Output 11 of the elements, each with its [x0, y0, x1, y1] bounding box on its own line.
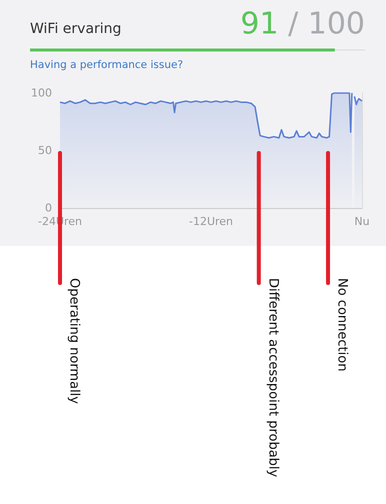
chart-subtitle: Having a performance issue? — [30, 59, 184, 71]
ref-line-label: Different accesspoint probably — [265, 278, 280, 478]
chart-title: WiFi ervaring — [30, 21, 122, 37]
y-tick-label: 100 — [31, 86, 52, 100]
text: 91 / 100 — [240, 6, 365, 42]
ref-line-label: Operating normally — [66, 278, 82, 404]
x-tick-label: -12Uren — [188, 215, 234, 228]
ref-line-label: No connection — [334, 278, 350, 372]
y-tick-label: 0 — [45, 202, 52, 214]
y-tick-label: 50 — [38, 144, 52, 157]
x-tick-label: Nu — [354, 215, 370, 228]
